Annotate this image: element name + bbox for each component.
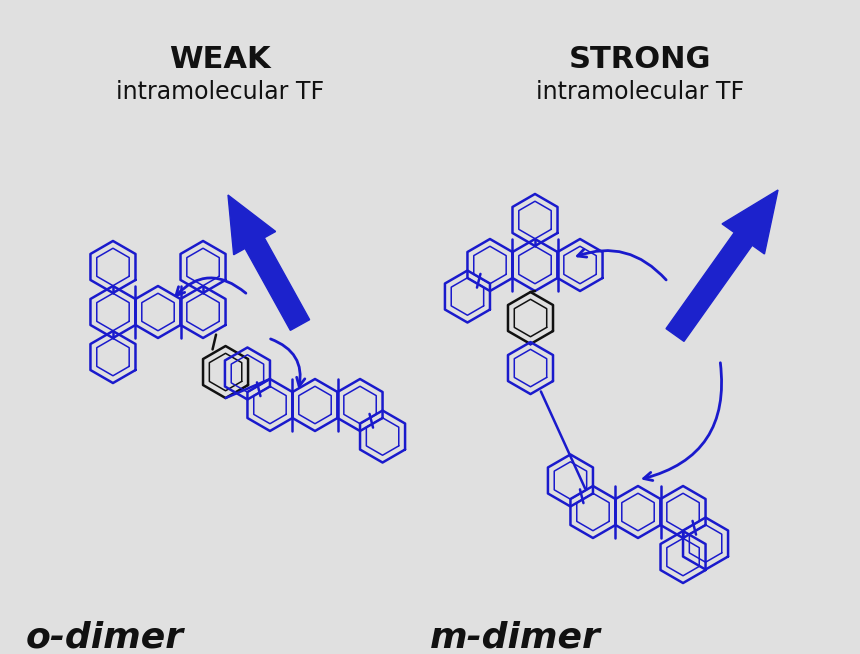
Text: intramolecular TF: intramolecular TF xyxy=(536,80,744,104)
Polygon shape xyxy=(666,190,778,341)
Text: intramolecular TF: intramolecular TF xyxy=(116,80,324,104)
Text: o-dimer: o-dimer xyxy=(26,620,184,654)
Text: STRONG: STRONG xyxy=(568,45,711,74)
Polygon shape xyxy=(228,195,310,330)
Text: m-dimer: m-dimer xyxy=(429,620,600,654)
Text: WEAK: WEAK xyxy=(169,45,271,74)
